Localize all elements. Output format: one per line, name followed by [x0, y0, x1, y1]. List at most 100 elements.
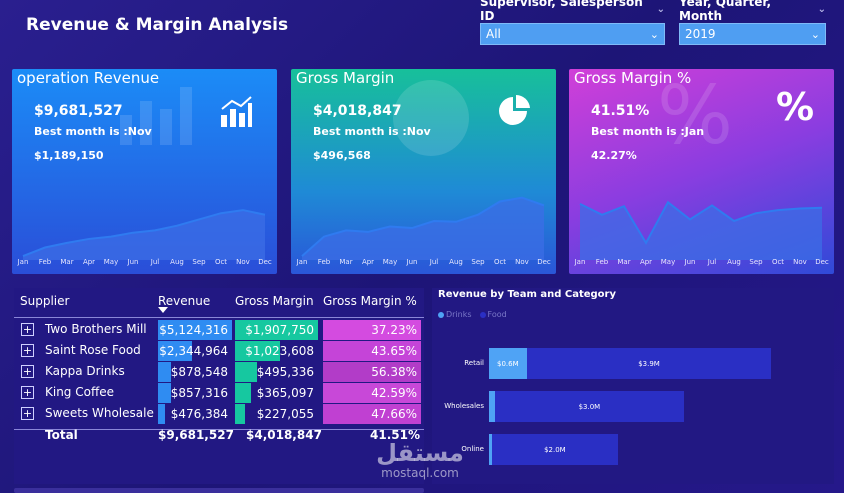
month-axis: Jan Feb Mar Apr May Jun Jul Aug Sep Oct Nov Dec [291, 258, 556, 270]
pie-chart-watermark-icon [393, 80, 469, 156]
supplier-name: Sweets Wholesale [45, 406, 154, 420]
header-gross-margin-pct[interactable]: Gross Margin % [323, 294, 417, 308]
month-tick-label: Mar [617, 258, 631, 266]
slicer-supervisor-label: Supervisor, Salesperson ID [480, 0, 643, 23]
expand-icon[interactable]: + [21, 407, 34, 420]
supplier-name: King Coffee [45, 385, 114, 399]
slicer-supervisor-value: All [486, 27, 501, 41]
card-title: operation Revenue [17, 69, 160, 87]
revenue-cell: $857,316 [158, 383, 232, 403]
percent-watermark-icon: % [657, 69, 734, 162]
bar-drinks[interactable] [489, 391, 496, 422]
supplier-table: Supplier Revenue Gross Margin Gross Marg… [14, 288, 424, 484]
revenue-by-team-chart: Revenue by Team and Category Drinks Food… [432, 288, 834, 484]
card-best-value: $1,189,150 [34, 149, 104, 162]
expand-icon[interactable]: + [21, 365, 34, 378]
month-tick-label: Feb [38, 258, 52, 266]
gross-margin-pct-cell: 43.65% [323, 341, 421, 361]
card-title: Gross Margin % [574, 69, 692, 87]
gross-margin-cell: $227,055 [235, 404, 318, 424]
month-tick-label: Jun [127, 258, 139, 266]
revenue-cell-bar [158, 383, 171, 403]
sort-desc-icon [158, 307, 168, 313]
team-label: Wholesales [444, 402, 484, 410]
month-tick-label: Apr [361, 258, 375, 266]
table-row[interactable]: + King Coffee $857,316 $365,097 42.59% [14, 383, 424, 404]
revenue-card[interactable]: operation Revenue $9,681,527 Best month … [12, 69, 277, 274]
month-tick-label: Jan [17, 258, 29, 266]
month-tick-label: Dec [537, 258, 551, 266]
gross-margin-cell-bar [235, 320, 318, 340]
gross-margin-cell: $1,023,608 [235, 341, 318, 361]
gross-margin-cell: $365,097 [235, 383, 318, 403]
chevron-down-icon[interactable]: ⌄ [817, 3, 826, 15]
chevron-down-icon[interactable]: ⌄ [656, 3, 665, 15]
month-tick-label: Jun [406, 258, 418, 266]
month-tick-label: Sep [192, 258, 206, 266]
scrollbar[interactable] [14, 488, 424, 493]
expand-icon[interactable]: + [21, 344, 34, 357]
slicer-date-dropdown[interactable]: 2019 ⌄ [679, 23, 826, 45]
month-tick-label: Feb [317, 258, 331, 266]
month-tick-label: Aug [170, 258, 184, 266]
chart-legend[interactable]: Drinks Food [438, 310, 507, 319]
table-row[interactable]: + Two Brothers Mill $5,124,316 $1,907,750 37… [14, 320, 424, 341]
month-tick-label: Nov [515, 258, 529, 266]
trend-area [580, 202, 822, 260]
gross-margin-cell: $495,336 [235, 362, 318, 382]
bar-food[interactable]: $3.0M [495, 391, 684, 422]
card-best-month: Best month is :Jan [591, 125, 705, 138]
slicer-date[interactable]: Year, Quarter, Month ⌄ 2019 ⌄ [679, 0, 826, 45]
revenue-cell-bar [158, 320, 232, 340]
bar-food[interactable]: $2.0M [492, 434, 618, 465]
team-label: Retail [464, 359, 484, 367]
month-tick-label: Jul [707, 258, 717, 266]
chevron-down-icon: ⌄ [649, 27, 659, 41]
month-tick-label: May [103, 258, 119, 266]
bar-drinks[interactable] [489, 434, 493, 465]
month-axis: Jan Feb Mar Apr May Jun Jul Aug Sep Oct Nov Dec [12, 258, 277, 270]
month-tick-label: Aug [727, 258, 741, 266]
table-row[interactable]: + Kappa Drinks $878,548 $495,336 56.38% [14, 362, 424, 383]
supplier-name: Saint Rose Food [45, 343, 141, 357]
supplier-name: Kappa Drinks [45, 364, 125, 378]
gross-margin-pct-cell: 56.38% [323, 362, 421, 382]
month-tick-label: Dec [815, 258, 829, 266]
month-tick-label: Apr [82, 258, 96, 266]
header-supplier[interactable]: Supplier [20, 294, 70, 308]
expand-icon[interactable]: + [21, 323, 34, 336]
month-tick-label: Jun [684, 258, 696, 266]
gross-margin-card[interactable]: Gross Margin $4,018,847 Best month is :N… [291, 69, 556, 274]
month-tick-label: Mar [60, 258, 74, 266]
header-gross-margin[interactable]: Gross Margin [235, 294, 314, 308]
month-axis: Jan Feb Mar Apr May Jun Jul Aug Sep Oct Nov Dec [569, 258, 834, 270]
total-gross-margin-pct: 41.51% [370, 428, 420, 442]
month-tick-label: Jul [429, 258, 439, 266]
trend-line [301, 196, 545, 257]
trend-line [22, 209, 266, 258]
slicer-supervisor-dropdown[interactable]: All ⌄ [480, 23, 665, 45]
total-revenue: $9,681,527 [158, 428, 234, 442]
month-tick-label: Jan [296, 258, 308, 266]
gross-margin-pct-card[interactable]: % Gross Margin % 41.51% Best month is :J… [569, 69, 834, 274]
table-row[interactable]: + Sweets Wholesale $476,384 $227,055 47.66% [14, 404, 424, 425]
card-best-value: $496,568 [313, 149, 371, 162]
bar-drinks[interactable]: $0.6M [489, 348, 527, 379]
gross-margin-trend-chart [301, 196, 545, 260]
header-revenue[interactable]: Revenue [158, 294, 211, 308]
chart-title: Revenue by Team and Category [438, 289, 617, 300]
bar-food[interactable]: $3.9M [526, 348, 772, 379]
trend-area [23, 210, 265, 260]
legend-item-food[interactable]: Food [479, 310, 507, 319]
card-best-value: 42.27% [591, 149, 637, 162]
card-best-month: Best month is :Nov [34, 125, 152, 138]
table-row[interactable]: + Saint Rose Food $2,344,964 $1,023,608 43.6… [14, 341, 424, 362]
revenue-cell-bar [158, 404, 165, 424]
legend-item-drinks[interactable]: Drinks [438, 310, 472, 319]
expand-icon[interactable]: + [21, 386, 34, 399]
month-tick-label: Oct [493, 258, 507, 266]
slicer-supervisor[interactable]: Supervisor, Salesperson ID ⌄ All ⌄ [480, 0, 665, 45]
gross-margin-pct-cell: 47.66% [323, 404, 421, 424]
percent-icon: % [776, 85, 815, 129]
revenue-cell: $476,384 [158, 404, 232, 424]
